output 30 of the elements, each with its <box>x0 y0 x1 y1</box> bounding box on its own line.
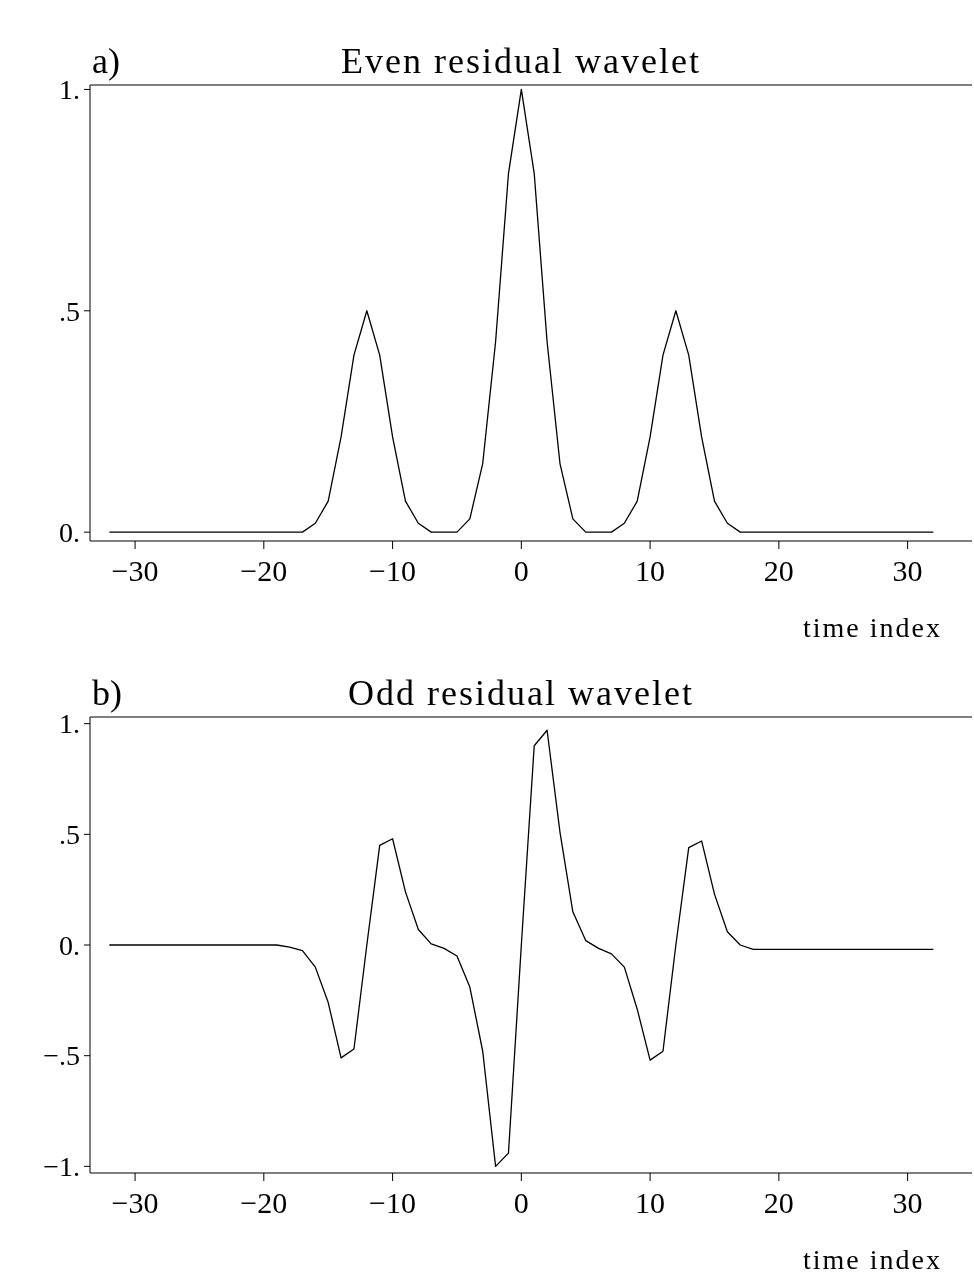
y-tick-label: 1. <box>59 708 80 740</box>
y-tick-label: 0. <box>59 929 80 961</box>
chart-title: Even residual wavelet <box>341 41 701 81</box>
x-tick-label: −10 <box>369 1186 417 1219</box>
x-axis-title: time index <box>803 1244 942 1275</box>
x-tick-label: 0 <box>513 554 529 587</box>
y-tick-label: .5 <box>59 819 80 851</box>
x-tick-label: 30 <box>892 554 923 587</box>
x-tick-label: 20 <box>763 554 794 587</box>
y-tick-label: −.5 <box>43 1040 80 1072</box>
y-tick-label: 1. <box>59 74 80 106</box>
line-series <box>108 729 935 1168</box>
x-axis-title: time index <box>803 612 942 643</box>
x-tick-label: 10 <box>635 554 666 587</box>
x-tick-label: 10 <box>635 1186 666 1219</box>
x-tick-label: −20 <box>240 554 288 587</box>
text: a) <box>92 41 120 81</box>
x-tick-label: 20 <box>763 1186 794 1219</box>
y-tick-label: 0. <box>59 516 80 548</box>
y-tick-label: −1. <box>43 1151 80 1183</box>
x-tick-label: −30 <box>111 1186 159 1219</box>
y-tick-label: .5 <box>59 295 80 327</box>
x-tick-label: −10 <box>369 554 417 587</box>
x-tick-label: −30 <box>111 554 159 587</box>
x-tick-label: 30 <box>892 1186 923 1219</box>
text: b) <box>92 673 122 713</box>
x-tick-label: −20 <box>240 1186 288 1219</box>
chart-title: Odd residual wavelet <box>348 673 694 713</box>
line-series <box>108 88 935 533</box>
x-tick-label: 0 <box>513 1186 529 1219</box>
